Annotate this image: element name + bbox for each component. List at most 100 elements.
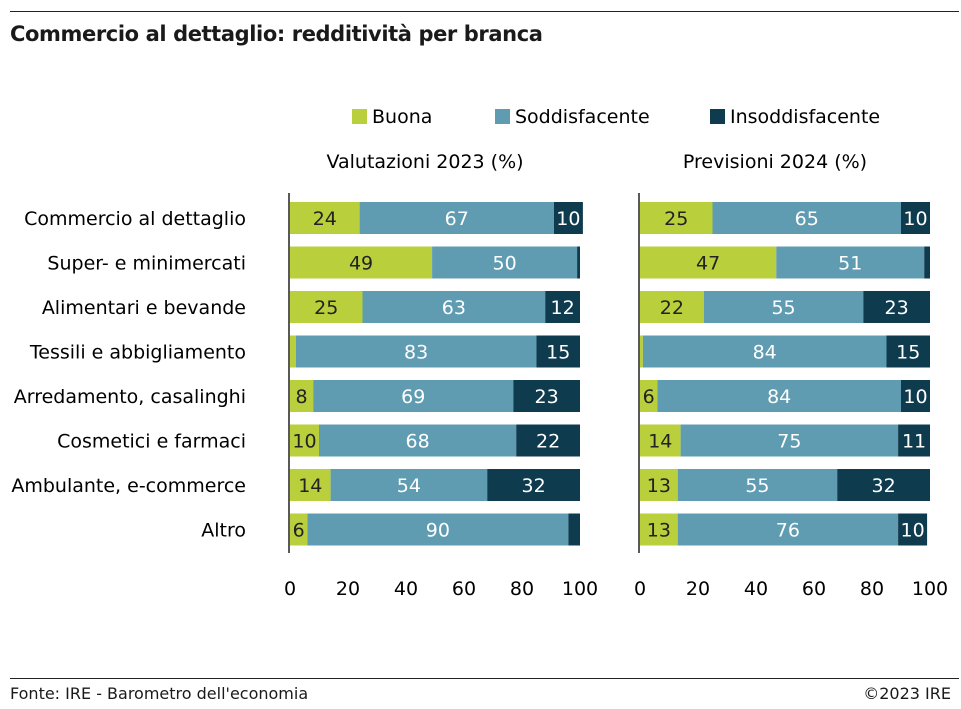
data-label: 69 (401, 386, 425, 408)
data-label: 75 (777, 431, 801, 453)
bar-buona (290, 335, 296, 368)
data-label: 76 (776, 520, 800, 542)
category-label: Cosmetici e farmaci (57, 431, 246, 453)
bar-insoddisfacente (545, 291, 580, 323)
data-label: 84 (753, 342, 777, 364)
bar-insoddisfacente (924, 246, 930, 279)
bar-insoddisfacente (487, 469, 580, 501)
data-label: 25 (314, 297, 338, 319)
bar-soddisfacente (642, 335, 887, 368)
data-label: 55 (745, 475, 769, 497)
x-tick-label: 100 (912, 578, 948, 600)
bar-insoddisfacente (536, 335, 580, 368)
bar-soddisfacente (330, 469, 488, 501)
bar-soddisfacente (313, 380, 514, 412)
data-label: 8 (296, 386, 308, 408)
data-label: 10 (903, 208, 927, 230)
bar-buona (640, 380, 658, 412)
data-label: 83 (404, 342, 428, 364)
bar-soddisfacente (295, 335, 537, 368)
bar-buona (640, 335, 643, 368)
category-label: Ambulante, e-commerce (11, 475, 246, 497)
top-rule (10, 11, 959, 12)
x-tick-label: 60 (452, 578, 476, 600)
data-label: 11 (902, 431, 926, 453)
data-label: 55 (771, 297, 795, 319)
x-tick-label: 0 (284, 578, 296, 600)
chart-title: Commercio al dettaglio: redditività per … (10, 22, 543, 46)
data-label: 10 (901, 520, 925, 542)
data-label: 32 (872, 475, 896, 497)
bar-soddisfacente (359, 202, 554, 234)
chart-panels: Valutazioni 2023 (%) 24 67 10 49 50 25 63 12 83 15… (284, 151, 948, 600)
data-label: 13 (647, 520, 671, 542)
data-label: 23 (535, 386, 559, 408)
bar-buona (290, 513, 308, 546)
bottom-rule (10, 678, 959, 679)
data-label: 67 (445, 208, 469, 230)
bar-buona (290, 380, 314, 412)
legend-label-soddisfacente: Soddisfacente (515, 106, 650, 128)
bar-buona (290, 424, 319, 457)
data-label: 22 (660, 297, 684, 319)
bar-insoddisfacente (553, 202, 583, 234)
data-label: 63 (442, 297, 466, 319)
data-label: 47 (696, 253, 720, 275)
legend-swatch-insoddisfacente (710, 109, 725, 124)
bar-insoddisfacente (863, 291, 930, 323)
x-tick-label: 20 (686, 578, 710, 600)
data-label: 15 (546, 342, 570, 364)
bar-buona (640, 202, 713, 234)
bar-insoddisfacente (568, 513, 580, 546)
bar-buona (640, 291, 704, 323)
data-label: 14 (648, 431, 672, 453)
bar-insoddisfacente (886, 335, 930, 368)
data-label: 32 (522, 475, 546, 497)
x-tick-label: 40 (744, 578, 768, 600)
data-label: 49 (349, 253, 373, 275)
bar-soddisfacente (677, 469, 838, 501)
x-tick-label: 80 (860, 578, 884, 600)
x-tick-label: 40 (394, 578, 418, 600)
bar-soddisfacente (307, 513, 569, 546)
bar-buona (640, 424, 681, 457)
source-note: Fonte: IRE - Barometro dell'economia (10, 684, 309, 703)
bar-insoddisfacente (516, 424, 580, 457)
bar-soddisfacente (657, 380, 901, 412)
x-tick-label: 0 (634, 578, 646, 600)
panel-valutazioni-2023: Valutazioni 2023 (%) 24 67 10 49 50 25 63 12 83 15… (284, 151, 598, 600)
data-label: 6 (643, 386, 655, 408)
legend-label-buona: Buona (372, 106, 432, 128)
data-label: 22 (536, 431, 560, 453)
panel-title: Valutazioni 2023 (%) (326, 151, 523, 173)
bar-buona (640, 513, 678, 546)
data-label: 68 (406, 431, 430, 453)
panel-title: Previsioni 2024 (%) (683, 151, 867, 173)
data-label: 6 (293, 520, 305, 542)
category-label: Commercio al dettaglio (24, 208, 246, 230)
panel-previsioni-2024: Previsioni 2024 (%) 25 65 10 47 51 22 55 23 84 15 6… (634, 151, 948, 600)
copyright: ©2023 IRE (863, 684, 951, 703)
category-label: Tessili e abbigliamento (29, 342, 246, 364)
data-label: 10 (903, 386, 927, 408)
bar-insoddisfacente (898, 424, 930, 457)
category-label: Super- e minimercati (47, 253, 246, 275)
category-label: Altro (201, 520, 246, 542)
data-label: 12 (551, 297, 575, 319)
data-label: 24 (313, 208, 337, 230)
legend-swatch-buona (352, 109, 367, 124)
data-label: 10 (292, 431, 316, 453)
bar-buona (290, 202, 360, 234)
bar-buona (640, 246, 777, 279)
bar-buona (290, 291, 363, 323)
x-tick-label: 60 (802, 578, 826, 600)
data-label: 84 (767, 386, 791, 408)
bar-buona (290, 469, 331, 501)
bar-insoddisfacente (837, 469, 930, 501)
data-label: 65 (795, 208, 819, 230)
bar-insoddisfacente (577, 246, 580, 279)
x-tick-label: 20 (336, 578, 360, 600)
bar-soddisfacente (712, 202, 901, 234)
data-label: 14 (298, 475, 322, 497)
